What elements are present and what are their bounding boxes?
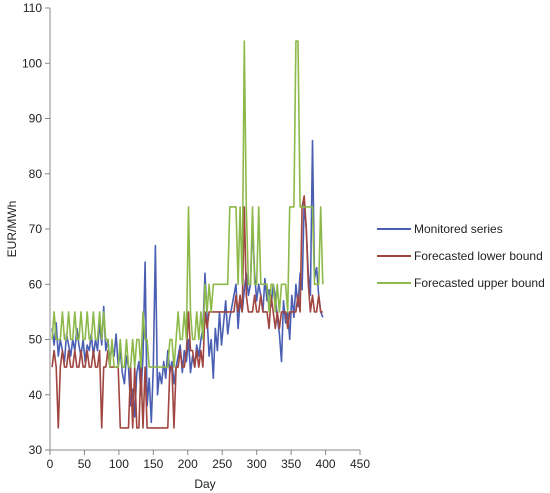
y-tick-label: 30 [29, 443, 43, 457]
y-tick-label: 110 [23, 1, 42, 15]
x-axis-title: Day [194, 477, 215, 491]
x-tick-label: 300 [247, 457, 267, 471]
legend-label-2: Forecasted lower bound [414, 249, 543, 263]
x-tick-label: 400 [316, 457, 336, 471]
plot-lines [51, 40, 324, 429]
x-tick-label: 50 [78, 457, 92, 471]
y-tick-label: 90 [29, 112, 43, 126]
series-line-3 [51, 40, 324, 368]
x-tick-label: 0 [47, 457, 54, 471]
tick-labels: 30 40 50 60 70 80 90 100 110 0 50 100 150 200 250 300 35… [22, 1, 370, 471]
y-tick-label: 60 [29, 277, 43, 291]
axes [45, 7, 361, 455]
x-tick-label: 350 [281, 457, 301, 471]
x-tick-label: 450 [350, 457, 370, 471]
y-tick-label: 50 [29, 333, 43, 347]
y-tick-label: 80 [29, 167, 43, 181]
y-tick-label: 100 [22, 56, 42, 70]
legend: Monitored series Forecasted lower bound Fo… [377, 222, 545, 290]
legend-label-3: Forecasted upper bound [414, 276, 545, 290]
series-line-2 [51, 195, 323, 429]
y-tick-label: 70 [29, 222, 43, 236]
y-tick-label: 40 [29, 388, 43, 402]
x-tick-label: 200 [178, 457, 198, 471]
x-tick-label: 150 [143, 457, 163, 471]
x-tick-label: 250 [212, 457, 232, 471]
y-axis-title: EUR/MWh [5, 201, 19, 258]
legend-label-1: Monitored series [414, 222, 503, 236]
x-tick-label: 100 [109, 457, 129, 471]
